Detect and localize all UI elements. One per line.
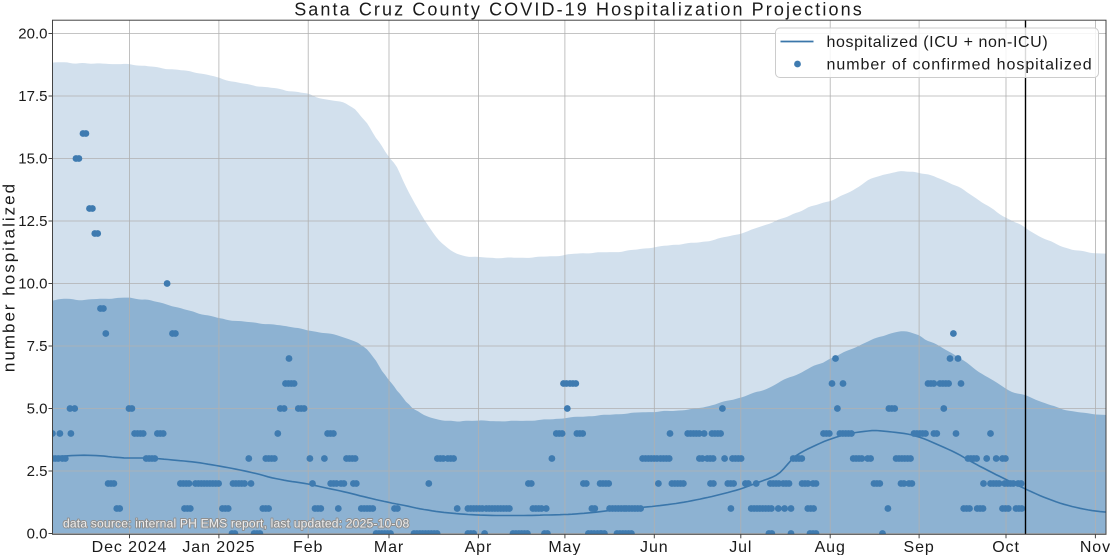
svg-text:data source: internal PH EMS r: data source: internal PH EMS report, las…: [63, 517, 410, 531]
svg-text:Jul: Jul: [729, 539, 752, 555]
svg-text:May: May: [548, 539, 581, 555]
svg-text:Jan 2025: Jan 2025: [182, 539, 255, 555]
svg-text:Sep: Sep: [904, 539, 935, 555]
svg-text:20.0: 20.0: [18, 26, 47, 43]
svg-text:Aug: Aug: [815, 539, 846, 555]
svg-text:Oct: Oct: [992, 539, 1020, 555]
svg-text:Feb: Feb: [293, 539, 323, 555]
svg-text:17.5: 17.5: [18, 88, 47, 105]
svg-text:10.0: 10.0: [18, 276, 47, 293]
svg-text:12.5: 12.5: [18, 213, 47, 230]
svg-text:number of confirmed hospitaliz: number of confirmed hospitalized: [827, 56, 1093, 73]
svg-text:0.0: 0.0: [27, 526, 48, 543]
svg-text:Santa Cruz County COVID-19 Hos: Santa Cruz County COVID-19 Hospitalizati…: [294, 0, 864, 20]
svg-text:Jun: Jun: [640, 539, 669, 555]
svg-text:15.0: 15.0: [18, 151, 47, 168]
svg-text:Nov: Nov: [1080, 539, 1110, 555]
svg-text:5.0: 5.0: [27, 401, 48, 418]
svg-text:number hospitalized: number hospitalized: [0, 182, 19, 372]
svg-text:Apr: Apr: [465, 539, 493, 555]
svg-text:Dec 2024: Dec 2024: [92, 539, 168, 555]
svg-text:7.5: 7.5: [27, 338, 48, 355]
svg-text:hospitalized (ICU + non-ICU): hospitalized (ICU + non-ICU): [827, 34, 1049, 51]
svg-text:Mar: Mar: [374, 539, 404, 555]
svg-text:2.5: 2.5: [27, 463, 48, 480]
